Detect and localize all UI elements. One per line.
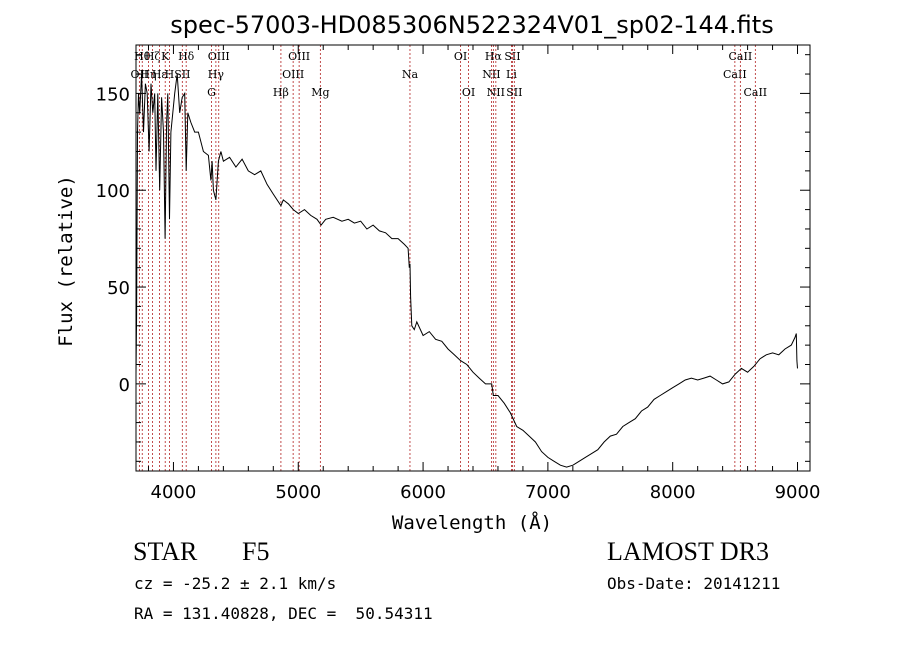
line-marker-label: SII: [504, 50, 520, 63]
line-marker-label: NII: [482, 68, 500, 81]
spectrum-line: [135, 73, 798, 468]
object-subclass: F5: [242, 537, 270, 566]
x-tick-label: 7000: [525, 482, 571, 503]
x-axis-label: Wavelength (Å): [392, 511, 552, 534]
chart-title: spec-57003-HD085306N522324V01_sp02-144.f…: [170, 11, 773, 39]
line-marker-label: CaII: [723, 68, 747, 81]
line-marker-label: Hα: [485, 50, 503, 63]
x-tick-label: 9000: [775, 482, 821, 503]
line-marker-label: H: [165, 68, 175, 81]
line-marker-label: OIII: [282, 68, 304, 81]
y-tick-label: 150: [96, 84, 130, 105]
y-tick-label: 0: [119, 375, 130, 396]
line-marker-label: CaII: [743, 86, 767, 99]
redshift-cz: cz = -25.2 ± 2.1 km/s: [134, 574, 337, 593]
x-tick-label: 4000: [151, 482, 197, 503]
line-marker-label: Hθ: [134, 50, 151, 63]
x-tick-label: 8000: [650, 482, 696, 503]
line-marker-label: G: [207, 86, 216, 99]
line-marker-label: OIII: [288, 50, 310, 63]
coordinates: RA = 131.40828, DEC = 50.54311: [134, 604, 433, 623]
line-marker-label: Li: [506, 68, 517, 81]
line-marker-label: Hδ: [178, 50, 195, 63]
x-axis: 4000 5000 6000 7000 8000 9000: [147, 45, 821, 503]
line-marker-label: OI: [462, 86, 475, 99]
plot-frame: [135, 44, 811, 472]
y-tick-label: 50: [107, 278, 130, 299]
x-tick-label: 6000: [400, 482, 446, 503]
line-marker-label: Hγ: [208, 68, 225, 81]
x-tick-label: 5000: [275, 482, 321, 503]
line-marker-label: CaII: [729, 50, 753, 63]
line-marker-label: OI: [454, 50, 467, 63]
y-axis: 0 50 100 150: [96, 54, 810, 462]
obs-date: Obs-Date: 20141211: [607, 574, 781, 593]
line-marker-label: OIII: [208, 50, 230, 63]
line-marker-label: Hε: [152, 68, 168, 81]
line-marker-label: Na: [402, 68, 419, 81]
y-tick-label: 100: [96, 181, 130, 202]
line-marker-label: K: [161, 50, 170, 63]
line-marker-label: Mg: [311, 86, 329, 99]
y-axis-label: Flux (relative): [55, 175, 77, 347]
line-marker-label: Hβ: [273, 86, 289, 99]
survey-name: LAMOST DR3: [607, 537, 770, 566]
object-class: STAR: [133, 537, 198, 566]
line-marker-label: Hζ: [145, 50, 161, 63]
line-marker-label: SII: [506, 86, 522, 99]
line-marker-label: NII: [487, 86, 505, 99]
